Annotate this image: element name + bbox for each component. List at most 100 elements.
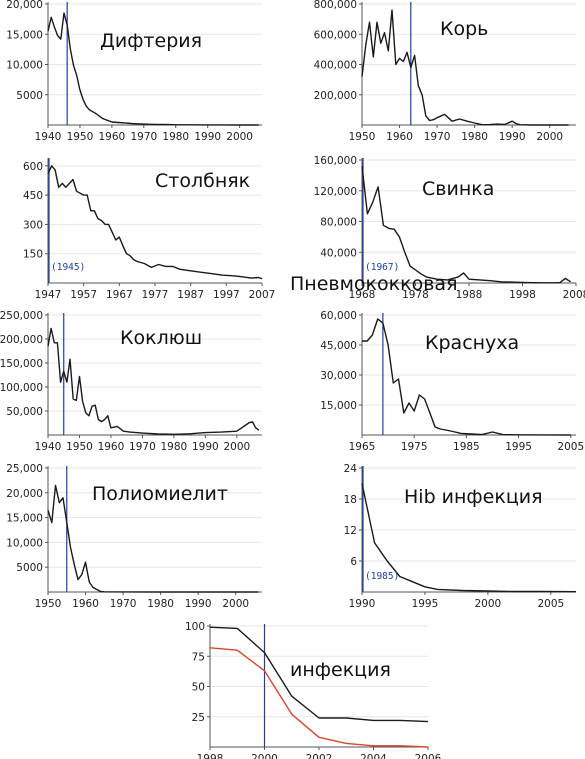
y-tick-label: 20,000 — [6, 488, 43, 500]
y-tick-label: 80,000 — [320, 217, 357, 229]
x-tick-label: 2005 — [537, 598, 564, 610]
x-tick-label: 2000 — [226, 131, 253, 143]
x-tick-label: 1980 — [161, 441, 188, 453]
y-tick-label: 6 — [350, 556, 357, 568]
chart-title: Краснуха — [425, 332, 519, 354]
x-tick-label: 2000 — [475, 598, 502, 610]
x-tick-label: 1990 — [185, 598, 212, 610]
y-tick-label: 25,000 — [6, 463, 43, 475]
vaccine-year-annotation: (1967) — [365, 262, 399, 273]
chart-title: Дифтерия — [100, 30, 202, 52]
chart-hib: 6 12 18 24 1990 1995 2000 2005 (1985) Hib инфекци… — [344, 463, 577, 610]
chart-rubella: 15,000 30,000 45,000 60,000 1965 1975 1985 1995… — [320, 310, 584, 453]
chart-title-line: Пневмококковая — [290, 273, 458, 295]
x-tick-label: 1987 — [177, 289, 204, 301]
y-tick-label: 15,000 — [320, 400, 357, 412]
x-tick-label: 2004 — [360, 753, 387, 759]
x-tick-label: 1995 — [412, 598, 439, 610]
x-tick-label: 1990 — [194, 131, 221, 143]
vaccine-year-annotation: (1945) — [51, 262, 85, 273]
x-tick-label: 1950 — [66, 441, 93, 453]
chart-title: Столбняк — [155, 170, 250, 192]
x-tick-label: 2006 — [415, 753, 442, 759]
x-tick-label: 1980 — [461, 131, 488, 143]
y-tick-label: 100,000 — [0, 382, 43, 394]
series-line — [47, 165, 263, 280]
series-line — [362, 318, 571, 436]
x-tick-label: 1990 — [349, 598, 376, 610]
x-tick-label: 1988 — [456, 289, 483, 301]
x-tick-label: 1980 — [147, 598, 174, 610]
x-tick-label: 2000 — [223, 441, 250, 453]
x-tick-label: 1990 — [192, 441, 219, 453]
x-tick-label: 1998 — [197, 753, 224, 759]
x-tick-label: 1977 — [142, 289, 169, 301]
chart-title: Корь — [440, 18, 488, 40]
y-tick-label: 150 — [23, 249, 43, 261]
y-tick-label: 24 — [344, 463, 358, 475]
y-tick-label: 250,000 — [0, 310, 43, 322]
x-tick-label: 1970 — [130, 131, 157, 143]
x-tick-label: 1965 — [349, 441, 376, 453]
y-tick-label: 75 — [192, 651, 205, 663]
y-tick-label: 800,000 — [314, 0, 357, 11]
x-tick-label: 1950 — [67, 131, 94, 143]
chart-title: Свинка — [422, 178, 494, 200]
y-tick-label: 5000 — [16, 90, 43, 102]
chart-title: Пневмококковая инфекция — [290, 273, 458, 681]
x-tick-label: 1960 — [72, 598, 99, 610]
x-tick-label: 1975 — [401, 441, 428, 453]
series-line — [361, 9, 569, 126]
x-tick-label: 1990 — [499, 131, 526, 143]
y-tick-label: 20,000 — [6, 0, 43, 11]
x-tick-label: 1968 — [349, 289, 376, 301]
series-line — [47, 327, 260, 435]
y-tick-label: 300 — [23, 219, 43, 231]
y-tick-label: 160,000 — [314, 155, 357, 167]
x-tick-label: 2008 — [563, 289, 585, 301]
x-tick-label: 1960 — [99, 131, 126, 143]
chart-measles: 200,000 400,000 600,000 800,000 1950 1960 1970… — [314, 0, 576, 143]
y-tick-label: 30,000 — [320, 370, 357, 382]
y-tick-label: 600,000 — [314, 29, 357, 41]
series-line — [361, 166, 571, 284]
x-tick-label: 1960 — [98, 441, 125, 453]
chart-diphtheria: 5000 10,000 15,000 20,000 1940 1950 1960 1970 19… — [6, 0, 262, 143]
y-tick-label: 10,000 — [6, 537, 43, 549]
x-tick-label: 2000 — [536, 131, 563, 143]
chart-title: Hib инфекция — [404, 486, 543, 508]
x-tick-label: 2005 — [557, 441, 584, 453]
x-tick-label: 1950 — [349, 131, 376, 143]
y-tick-label: 100 — [185, 621, 205, 633]
chart-title: Коклюш — [120, 327, 202, 349]
x-tick-label: 1940 — [35, 131, 62, 143]
series-line — [209, 647, 429, 748]
y-tick-label: 15,000 — [6, 29, 43, 41]
series-line — [47, 484, 259, 593]
chart-title: Полиомиелит — [92, 483, 228, 505]
series-line — [47, 12, 259, 126]
x-tick-label: 1970 — [110, 598, 137, 610]
y-tick-label: 600 — [23, 161, 43, 173]
x-tick-label: 1967 — [106, 289, 133, 301]
y-tick-label: 45,000 — [320, 340, 357, 352]
x-tick-label: 2007 — [249, 289, 276, 301]
series-line — [361, 483, 577, 593]
y-tick-label: 50,000 — [6, 406, 43, 418]
chart-pneumococcal: 25 50 75 100 1998 2000 2002 2004 2006 Пневмококко… — [185, 273, 458, 759]
y-tick-label: 150,000 — [0, 358, 43, 370]
x-tick-label: 1995 — [505, 441, 532, 453]
x-tick-label: 2002 — [306, 753, 333, 759]
y-tick-label: 40,000 — [320, 247, 357, 259]
x-tick-label: 2000 — [222, 598, 249, 610]
y-tick-label: 60,000 — [320, 310, 357, 322]
x-tick-label: 1947 — [35, 289, 62, 301]
vaccine-year-annotation: (1985) — [365, 571, 399, 582]
x-tick-label: 2000 — [251, 753, 278, 759]
x-tick-label: 1997 — [213, 289, 240, 301]
x-tick-label: 1998 — [509, 289, 536, 301]
y-tick-label: 200,000 — [0, 334, 43, 346]
series-line — [209, 626, 429, 723]
x-tick-label: 1980 — [162, 131, 189, 143]
